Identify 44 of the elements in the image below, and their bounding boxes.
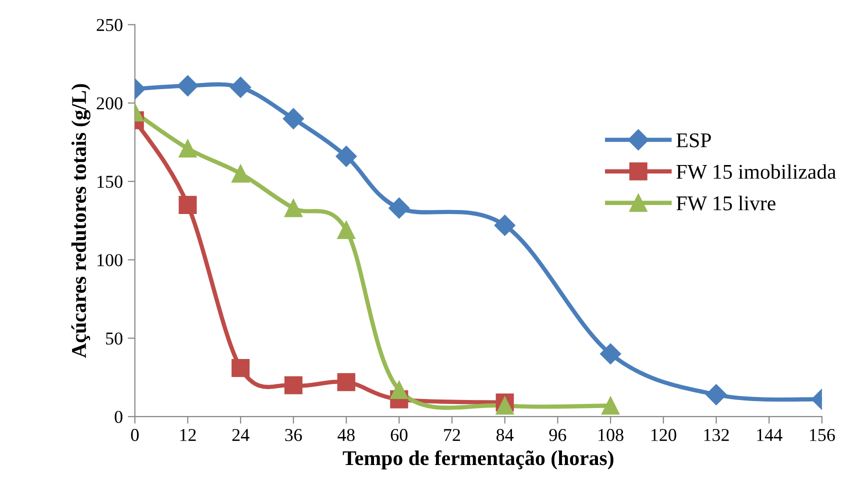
point — [282, 108, 304, 130]
x-axis-title: Tempo de fermentação (horas) — [342, 450, 614, 470]
x-tick-label: 96 — [549, 428, 566, 442]
point — [337, 373, 356, 392]
point — [284, 376, 302, 394]
x-tick-label: 72 — [444, 428, 460, 441]
y-tick-label: 150 — [98, 176, 122, 188]
x-tick-label: 108 — [598, 428, 624, 442]
y-tick-label: 100 — [98, 254, 122, 266]
y-tick-label: 200 — [96, 97, 122, 110]
point — [602, 396, 620, 415]
x-tick-label: 36 — [285, 428, 302, 442]
point — [388, 198, 410, 219]
x-tick-label: 0 — [131, 428, 139, 442]
point — [230, 76, 252, 98]
y-tick-label: 250 — [96, 18, 122, 32]
x-tick-label: 132 — [704, 428, 729, 442]
point — [177, 75, 198, 96]
point — [390, 380, 408, 399]
point — [336, 146, 357, 167]
y-tick-label: 0 — [114, 410, 122, 424]
legend-label: FW 15 imobilizada — [676, 164, 836, 179]
y-axis-title: Açúcares redutores totais (g/L) — [71, 84, 90, 358]
point — [337, 220, 356, 240]
point — [178, 196, 197, 214]
x-tick-label: 48 — [338, 428, 355, 442]
legend-label: ESP — [676, 133, 711, 148]
y-tick-label: 50 — [106, 332, 122, 345]
point — [232, 358, 250, 378]
point — [284, 199, 302, 218]
point — [496, 396, 514, 415]
x-tick-label: 120 — [651, 428, 676, 442]
point — [706, 384, 727, 406]
point — [178, 139, 197, 158]
x-tick-label: 12 — [180, 428, 196, 441]
x-tick-label: 24 — [232, 428, 250, 441]
point — [600, 343, 622, 364]
point — [494, 214, 516, 236]
x-tick-label: 60 — [390, 428, 408, 442]
x-tick-label: 156 — [810, 428, 835, 442]
point — [232, 164, 250, 183]
x-tick-label: 144 — [757, 429, 782, 441]
x-tick-label: 84 — [496, 428, 514, 442]
legend-label: FW 15 livre — [676, 196, 776, 210]
